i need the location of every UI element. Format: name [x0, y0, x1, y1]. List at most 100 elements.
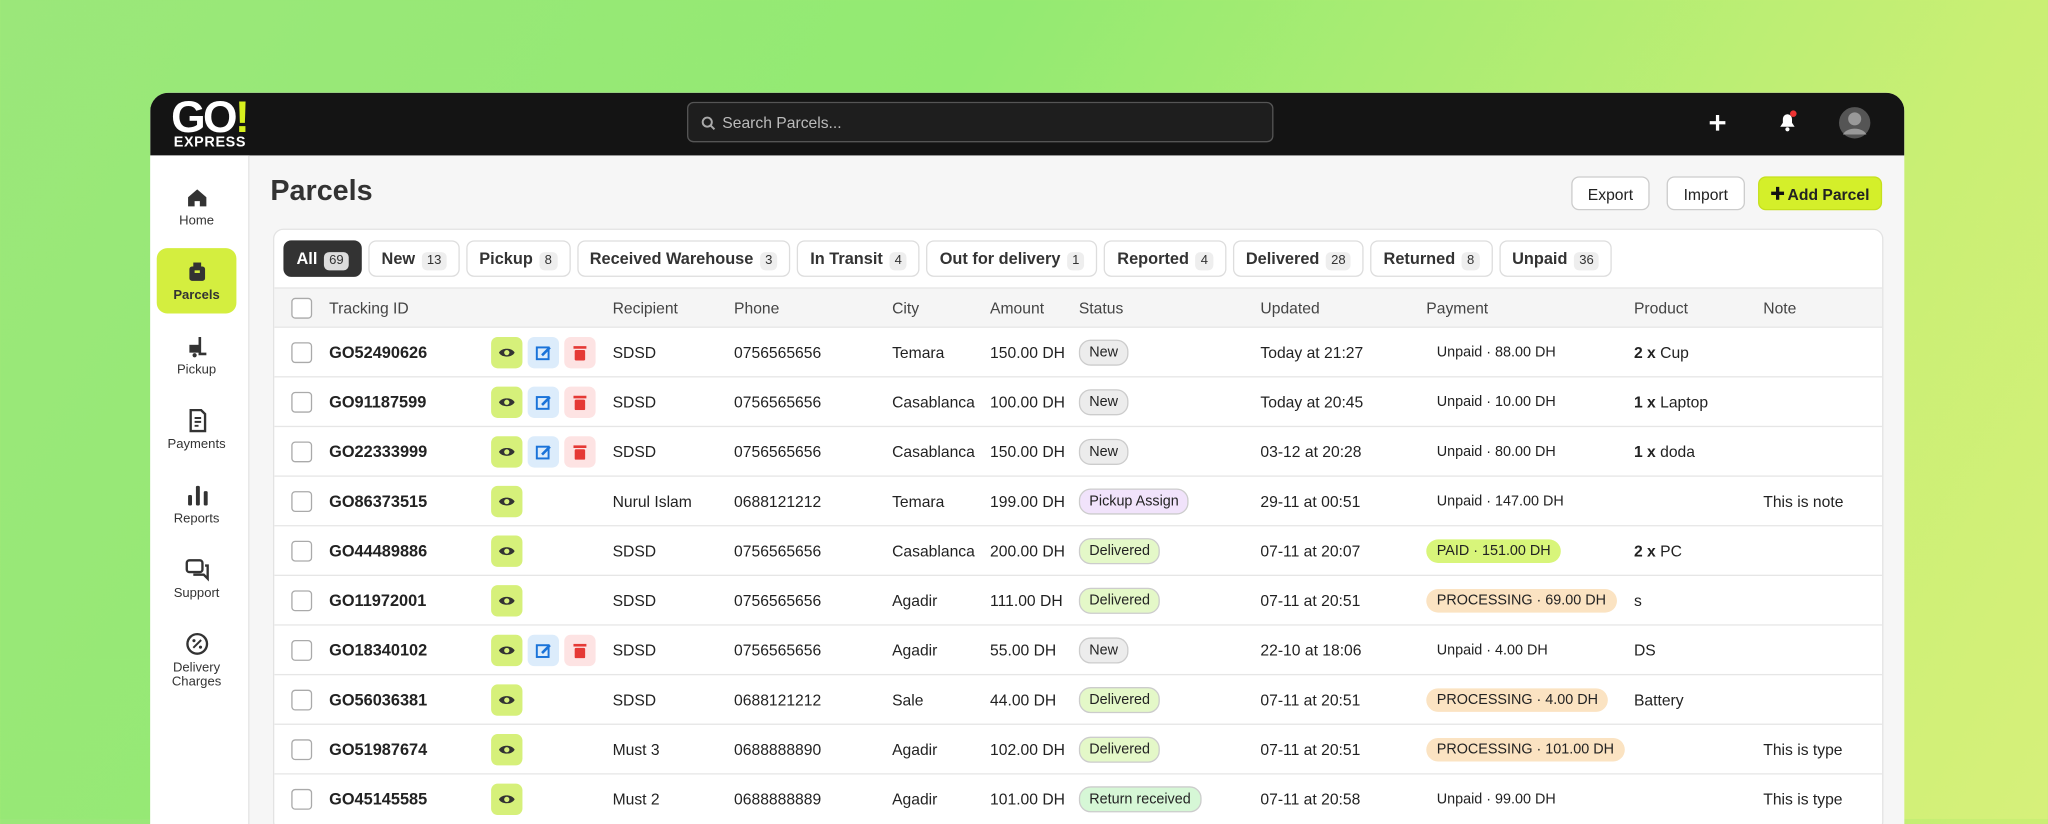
- column-header: Status: [1078, 298, 1124, 317]
- amount: 199.00 DH: [990, 491, 1065, 511]
- row-checkbox[interactable]: [291, 589, 313, 611]
- nav-item[interactable]: Reports: [157, 472, 237, 537]
- tab-label: Reported: [1117, 249, 1189, 268]
- table-row: GO52490626 SDSD 0756565656 Temara 150.00 DH N…: [274, 326, 1883, 377]
- amount: 100.00 DH: [990, 392, 1065, 411]
- delete-button[interactable]: [564, 634, 596, 666]
- sidebar: Home Parcels Pickup Payments Reports Support D…: [150, 155, 250, 824]
- nav-item[interactable]: Support: [157, 546, 237, 611]
- view-button[interactable]: [491, 534, 523, 567]
- updated: Today at 20:45: [1260, 392, 1364, 411]
- search-input[interactable]: Search Parcels...: [687, 101, 1274, 143]
- product: DS: [1634, 641, 1763, 659]
- city: Temara: [892, 491, 945, 511]
- edit-button[interactable]: [527, 435, 560, 467]
- logo[interactable]: GO! EXPRESS: [171, 95, 250, 149]
- recipient: SDSD: [612, 541, 657, 560]
- search-placeholder: Search Parcels...: [722, 113, 842, 132]
- import-button[interactable]: Import: [1666, 176, 1745, 211]
- recipient: SDSD: [612, 392, 657, 411]
- updated: 03-12 at 20:28: [1260, 442, 1362, 461]
- phone: 0688888889: [734, 789, 822, 808]
- tracking-id: GO11972001: [329, 591, 427, 610]
- export-button[interactable]: Export: [1571, 176, 1650, 211]
- plus-icon: [1770, 186, 1784, 200]
- tab[interactable]: Delivered 28: [1232, 240, 1364, 277]
- nav-item[interactable]: Delivery Charges: [157, 620, 237, 700]
- payment-cell: Unpaid · 88.00 DH: [1426, 340, 1634, 364]
- add-parcel-label: Add Parcel: [1787, 185, 1870, 204]
- row-checkbox[interactable]: [291, 738, 313, 760]
- view-button[interactable]: [491, 683, 523, 716]
- row-checkbox[interactable]: [291, 688, 313, 710]
- amount: 55.00 DH: [990, 640, 1057, 659]
- nav-item[interactable]: Parcels: [156, 248, 237, 314]
- updated: 29-11 at 00:51: [1260, 491, 1361, 511]
- status-badge: Delivered: [1078, 537, 1161, 564]
- delete-button[interactable]: [564, 336, 596, 368]
- tab[interactable]: In Transit 4: [797, 240, 921, 277]
- recipient: Must 3: [612, 739, 660, 759]
- view-button[interactable]: [491, 584, 523, 616]
- row-actions: [491, 534, 612, 567]
- tab[interactable]: All 69: [283, 240, 362, 277]
- status-cell: Pickup Assign: [1078, 487, 1261, 514]
- amount: 111.00 DH: [990, 591, 1063, 610]
- updated: 07-11 at 20:07: [1260, 541, 1361, 560]
- phone: 0756565656: [734, 640, 822, 659]
- row-checkbox[interactable]: [291, 639, 313, 661]
- row-checkbox[interactable]: [291, 440, 313, 462]
- updated: 07-11 at 20:58: [1260, 789, 1361, 808]
- delete-button[interactable]: [564, 435, 596, 467]
- tracking-id: GO86373515: [329, 491, 428, 511]
- tab-label: Returned: [1383, 249, 1456, 268]
- tab[interactable]: Out for delivery 1: [926, 240, 1098, 277]
- view-button[interactable]: [491, 385, 523, 418]
- tab[interactable]: Pickup 8: [466, 240, 571, 277]
- view-button[interactable]: [491, 435, 523, 467]
- note-text: This is type: [1763, 739, 1843, 759]
- delete-button[interactable]: [564, 385, 596, 418]
- row-checkbox[interactable]: [291, 540, 313, 561]
- tab[interactable]: Returned 8: [1370, 240, 1493, 277]
- tab[interactable]: Reported 4: [1104, 240, 1227, 277]
- view-button[interactable]: [491, 783, 523, 815]
- view-button[interactable]: [491, 485, 523, 517]
- payment-badge: Unpaid · 99.00 DH: [1426, 786, 1567, 811]
- view-button[interactable]: [491, 733, 523, 765]
- view-button[interactable]: [491, 336, 523, 368]
- edit-button[interactable]: [527, 385, 560, 418]
- nav-item[interactable]: Payments: [157, 397, 237, 462]
- city: Agadir: [892, 789, 938, 808]
- payment-badge: Unpaid · 10.00 DH: [1426, 389, 1567, 414]
- row-checkbox[interactable]: [291, 788, 313, 810]
- tab[interactable]: Received Warehouse 3: [576, 240, 791, 277]
- nav-icon: [188, 408, 206, 433]
- notification-icon[interactable]: [1776, 110, 1800, 134]
- table-row: GO22333999 SDSD 0756565656 Casablanca 150.00…: [274, 425, 1883, 476]
- row-checkbox[interactable]: [291, 391, 313, 413]
- add-parcel-button[interactable]: Add Parcel: [1758, 176, 1883, 211]
- tracking-id: GO45145585: [329, 789, 428, 808]
- column-header: Updated: [1260, 298, 1320, 317]
- payment-badge: Unpaid · 80.00 DH: [1426, 439, 1567, 464]
- column-header: Payment: [1426, 298, 1489, 317]
- nav-item[interactable]: Pickup: [157, 323, 237, 388]
- tab[interactable]: Unpaid 36: [1499, 240, 1613, 277]
- phone: 0756565656: [734, 541, 822, 560]
- edit-button[interactable]: [527, 634, 560, 666]
- view-button[interactable]: [491, 634, 523, 666]
- edit-button[interactable]: [527, 336, 560, 368]
- nav-item[interactable]: Home: [157, 174, 237, 239]
- avatar[interactable]: [1838, 106, 1872, 140]
- add-icon[interactable]: [1708, 114, 1726, 132]
- row-checkbox[interactable]: [291, 490, 313, 512]
- row-checkbox[interactable]: [291, 341, 313, 363]
- phone: 0756565656: [734, 342, 822, 362]
- tab[interactable]: New 13: [368, 240, 460, 277]
- recipient: Must 2: [612, 789, 660, 808]
- product: 2 x PC: [1634, 541, 1763, 559]
- tab-label: All: [296, 249, 318, 268]
- recipient: SDSD: [612, 591, 657, 610]
- select-all[interactable]: [291, 297, 313, 319]
